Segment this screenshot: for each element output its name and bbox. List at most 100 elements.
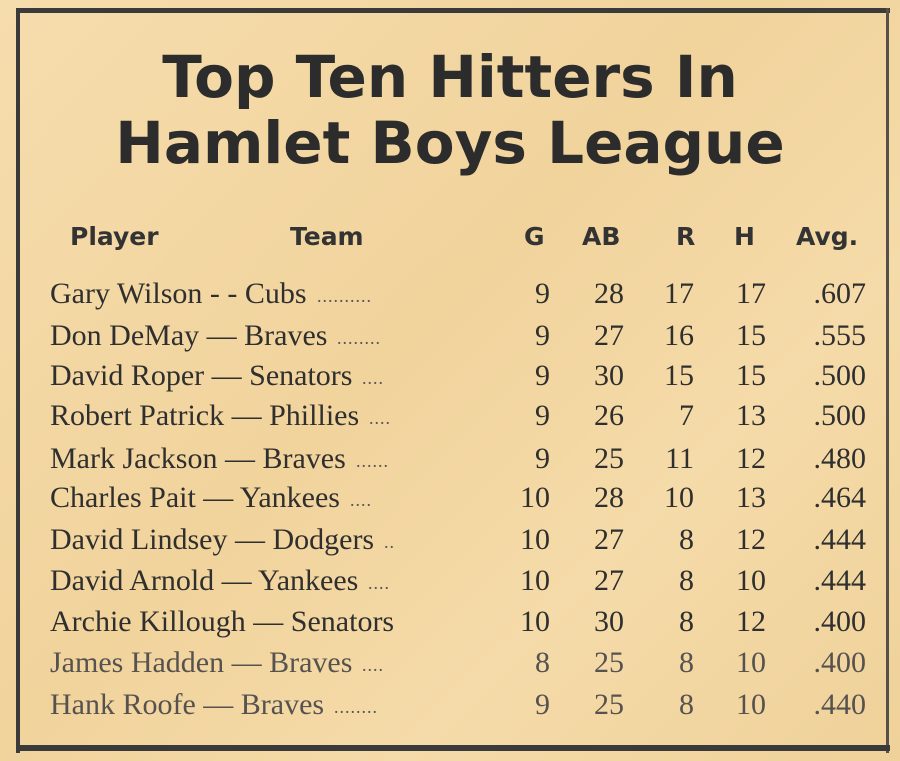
games-cell: 9 <box>535 319 550 352</box>
player-team-entry: David Roper — Senators <box>50 359 353 392</box>
leader-dots: ........ <box>337 328 381 348</box>
at-bats-cell: 26 <box>594 399 624 432</box>
average-cell: .500 <box>813 359 867 392</box>
average-cell: .464 <box>813 481 867 514</box>
at-bats-cell: 27 <box>594 319 624 352</box>
average-cell: .607 <box>813 277 867 310</box>
average-cell: .500 <box>813 399 867 432</box>
average-cell: .440 <box>813 688 867 721</box>
table-row: Robert Patrick — Phillies.... 9 26 7 13 .500 <box>0 398 900 438</box>
column-header-h: H <box>734 222 755 251</box>
leader-dots: .......... <box>317 286 372 306</box>
runs-cell: 10 <box>664 481 694 514</box>
leader-dots: .... <box>362 655 384 675</box>
games-cell: 9 <box>535 277 550 310</box>
headline-line-1: Top Ten Hitters In <box>162 43 738 111</box>
runs-cell: 8 <box>679 564 694 597</box>
player-team-entry: David Arnold — Yankees <box>50 564 359 597</box>
leader-dots: .... <box>362 368 384 388</box>
column-header-player: Player <box>70 222 159 251</box>
player-team-entry: Robert Patrick — Phillies <box>50 399 360 432</box>
hits-cell: 13 <box>736 481 766 514</box>
column-header-g: G <box>524 222 545 251</box>
hits-cell: 10 <box>736 688 766 721</box>
table-row: Mark Jackson — Braves...... 9 25 11 12 .480 <box>0 441 900 481</box>
runs-cell: 17 <box>664 277 694 310</box>
column-header-r: R <box>676 222 696 251</box>
player-team-entry: Charles Pait — Yankees <box>50 481 340 514</box>
runs-cell: 8 <box>679 605 694 638</box>
runs-cell: 8 <box>679 688 694 721</box>
headline-line-2: Hamlet Boys League <box>115 109 785 177</box>
player-team-entry: Don DeMay — Braves <box>50 319 328 352</box>
runs-cell: 7 <box>679 399 694 432</box>
right-border-rule <box>886 8 889 753</box>
player-team-entry: Gary Wilson - - Cubs <box>50 277 307 310</box>
runs-cell: 16 <box>664 319 694 352</box>
bottom-border-rule <box>16 745 890 751</box>
table-row: Don DeMay — Braves........ 9 27 16 15 .555 <box>0 318 900 358</box>
games-cell: 10 <box>520 605 550 638</box>
table-row: Charles Pait — Yankees.... 10 28 10 13 .464 <box>0 480 900 520</box>
table-row: Archie Killough — Senators 10 30 8 12 .400 <box>0 604 900 644</box>
top-border-rule <box>18 8 890 13</box>
leader-dots: .... <box>369 408 391 428</box>
games-cell: 10 <box>520 564 550 597</box>
headline: Top Ten Hitters In Hamlet Boys League <box>40 44 860 176</box>
average-cell: .444 <box>813 564 867 597</box>
leader-dots: ...... <box>356 451 389 471</box>
runs-cell: 15 <box>664 359 694 392</box>
at-bats-cell: 28 <box>594 277 624 310</box>
at-bats-cell: 30 <box>594 359 624 392</box>
table-row: Hank Roofe — Braves........ 9 25 8 10 .440 <box>0 687 900 727</box>
leader-dots: .... <box>368 573 390 593</box>
games-cell: 10 <box>520 481 550 514</box>
hits-cell: 17 <box>736 277 766 310</box>
games-cell: 9 <box>535 442 550 475</box>
hits-cell: 12 <box>736 605 766 638</box>
player-team-entry: Hank Roofe — Braves <box>50 688 325 721</box>
table-row: Gary Wilson - - Cubs.......... 9 28 17 17 .60… <box>0 276 900 316</box>
hits-cell: 12 <box>736 523 766 556</box>
runs-cell: 11 <box>665 442 694 475</box>
games-cell: 9 <box>535 359 550 392</box>
average-cell: .480 <box>813 442 867 475</box>
column-header-ab: AB <box>582 222 621 251</box>
at-bats-cell: 25 <box>594 646 624 679</box>
games-cell: 8 <box>535 646 550 679</box>
at-bats-cell: 25 <box>594 688 624 721</box>
at-bats-cell: 25 <box>594 442 624 475</box>
player-team-entry: David Lindsey — Dodgers <box>50 523 375 556</box>
at-bats-cell: 28 <box>594 481 624 514</box>
average-cell: .400 <box>813 605 867 638</box>
player-team-entry: Mark Jackson — Braves <box>50 442 346 475</box>
games-cell: 10 <box>520 523 550 556</box>
games-cell: 9 <box>535 399 550 432</box>
hits-cell: 12 <box>736 442 766 475</box>
left-border-rule <box>16 8 20 753</box>
column-header-avg: Avg. <box>796 222 859 251</box>
leader-dots: .... <box>350 490 372 510</box>
average-cell: .444 <box>813 523 867 556</box>
player-team-entry: James Hadden — Braves <box>50 646 353 679</box>
table-row: David Roper — Senators.... 9 30 15 15 .500 <box>0 358 900 398</box>
leader-dots: .. <box>384 532 395 552</box>
hits-cell: 13 <box>736 399 766 432</box>
at-bats-cell: 30 <box>594 605 624 638</box>
runs-cell: 8 <box>679 646 694 679</box>
at-bats-cell: 27 <box>594 523 624 556</box>
average-cell: .400 <box>813 646 867 679</box>
hits-cell: 10 <box>736 564 766 597</box>
hits-cell: 15 <box>736 359 766 392</box>
games-cell: 9 <box>535 688 550 721</box>
hits-cell: 10 <box>736 646 766 679</box>
table-row: David Arnold — Yankees.... 10 27 8 10 .444 <box>0 563 900 603</box>
table-row: David Lindsey — Dodgers.. 10 27 8 12 .444 <box>0 522 900 562</box>
hits-cell: 15 <box>736 319 766 352</box>
column-header-team: Team <box>290 222 364 251</box>
runs-cell: 8 <box>679 523 694 556</box>
player-team-entry: Archie Killough — Senators <box>50 605 395 638</box>
table-row: James Hadden — Braves.... 8 25 8 10 .400 <box>0 645 900 685</box>
leader-dots: ........ <box>334 697 378 717</box>
